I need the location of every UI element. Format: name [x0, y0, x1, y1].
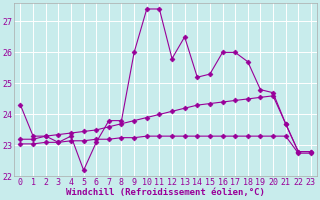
X-axis label: Windchill (Refroidissement éolien,°C): Windchill (Refroidissement éolien,°C): [66, 188, 265, 197]
